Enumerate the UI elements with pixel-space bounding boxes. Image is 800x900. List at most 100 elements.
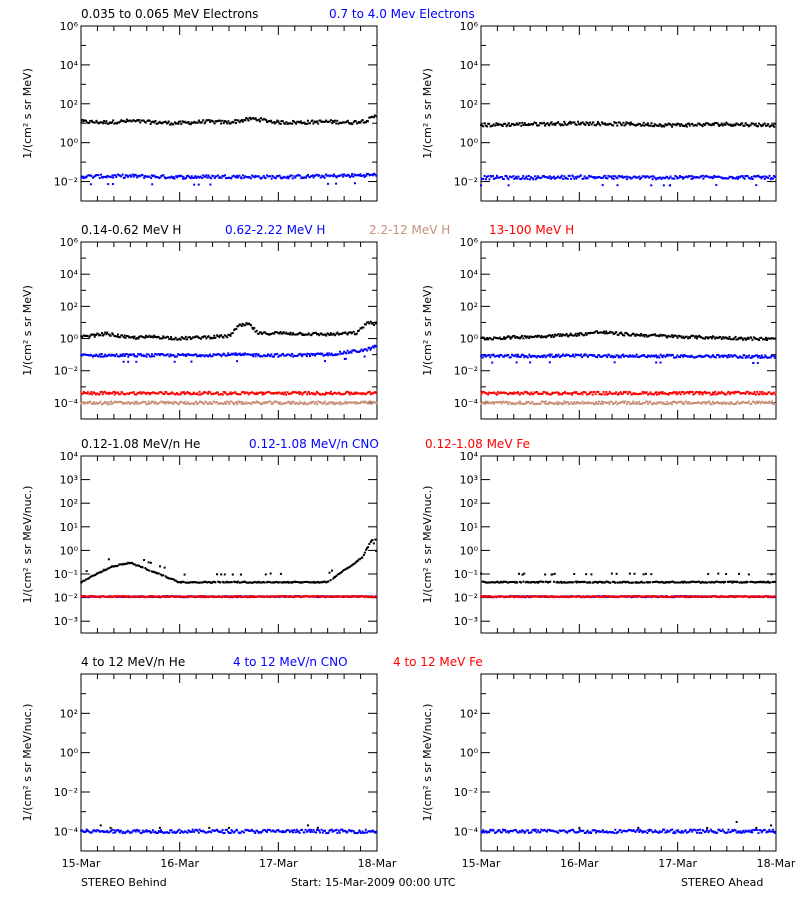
data-point xyxy=(318,119,321,122)
data-point xyxy=(123,120,126,123)
data-point xyxy=(635,392,638,395)
data-point xyxy=(97,402,100,405)
data-point xyxy=(103,120,106,123)
data-point xyxy=(682,401,685,404)
data-point xyxy=(525,595,528,598)
data-point xyxy=(180,391,183,394)
data-point xyxy=(323,580,326,583)
data-point xyxy=(608,354,611,357)
data-point xyxy=(176,338,179,341)
data-point xyxy=(518,122,521,125)
data-point xyxy=(601,393,604,396)
y-tick-label: 10⁴ xyxy=(460,268,479,281)
data-point xyxy=(674,401,677,404)
data-point xyxy=(348,121,351,124)
data-point xyxy=(321,352,324,355)
data-point xyxy=(576,595,579,598)
data-point xyxy=(367,321,370,324)
data-point xyxy=(600,331,603,334)
data-point xyxy=(549,355,552,358)
data-point xyxy=(293,391,296,394)
data-point xyxy=(313,332,316,335)
data-point xyxy=(185,355,188,358)
data-point xyxy=(355,350,358,353)
data-point xyxy=(544,573,547,576)
data-point xyxy=(129,595,132,598)
data-point xyxy=(591,595,594,598)
data-point xyxy=(286,332,289,335)
data-point xyxy=(657,124,660,127)
data-point xyxy=(285,393,288,396)
data-point xyxy=(606,356,609,359)
data-point xyxy=(237,400,240,403)
data-point xyxy=(742,338,745,341)
data-point xyxy=(500,338,503,341)
data-point xyxy=(768,581,771,584)
data-point xyxy=(108,566,111,569)
data-point xyxy=(266,353,269,356)
data-point xyxy=(191,121,194,124)
data-point xyxy=(150,355,153,358)
data-point xyxy=(220,355,223,358)
data-point xyxy=(90,333,93,336)
data-point xyxy=(600,355,603,358)
data-point xyxy=(129,391,132,394)
data-point xyxy=(374,345,377,348)
data-point xyxy=(83,176,86,179)
data-point xyxy=(196,335,199,338)
data-point xyxy=(691,580,694,583)
data-point xyxy=(251,326,254,329)
data-point xyxy=(769,401,772,404)
series-1 xyxy=(80,172,378,186)
data-point xyxy=(491,580,494,583)
data-point xyxy=(266,174,269,177)
data-point xyxy=(279,595,282,598)
data-point xyxy=(750,580,753,583)
data-point xyxy=(243,176,246,179)
data-point xyxy=(686,176,689,179)
data-point xyxy=(149,122,152,125)
data-point xyxy=(483,338,486,341)
data-point xyxy=(705,174,708,177)
data-point xyxy=(541,400,544,403)
data-point xyxy=(702,355,705,358)
data-point xyxy=(154,119,157,122)
data-point xyxy=(707,401,710,404)
data-point xyxy=(512,595,515,598)
data-point xyxy=(95,595,98,598)
data-point xyxy=(101,595,104,598)
data-point xyxy=(534,581,537,584)
data-point xyxy=(197,393,200,396)
data-point xyxy=(495,393,498,396)
data-point xyxy=(488,595,491,598)
data-point xyxy=(123,176,126,179)
data-point xyxy=(279,354,282,357)
data-point xyxy=(130,401,133,404)
data-point xyxy=(611,392,614,395)
data-point xyxy=(368,390,371,393)
data-point xyxy=(717,572,720,575)
data-point xyxy=(215,401,218,404)
data-point xyxy=(599,393,602,396)
data-point xyxy=(345,390,348,393)
data-point xyxy=(127,353,130,356)
data-point xyxy=(656,124,659,127)
data-point xyxy=(257,175,260,178)
data-point xyxy=(682,391,685,394)
data-point xyxy=(263,581,266,584)
data-point xyxy=(181,177,184,180)
data-point xyxy=(626,400,629,403)
data-point xyxy=(563,400,566,403)
data-point xyxy=(235,328,238,331)
data-point xyxy=(580,580,583,583)
data-point xyxy=(214,336,217,339)
data-point xyxy=(578,334,581,337)
data-point xyxy=(484,400,487,403)
data-point xyxy=(759,390,762,393)
data-point xyxy=(617,596,620,599)
data-point xyxy=(769,178,772,181)
data-point xyxy=(531,354,534,357)
data-point xyxy=(502,580,505,583)
data-point xyxy=(369,595,372,598)
